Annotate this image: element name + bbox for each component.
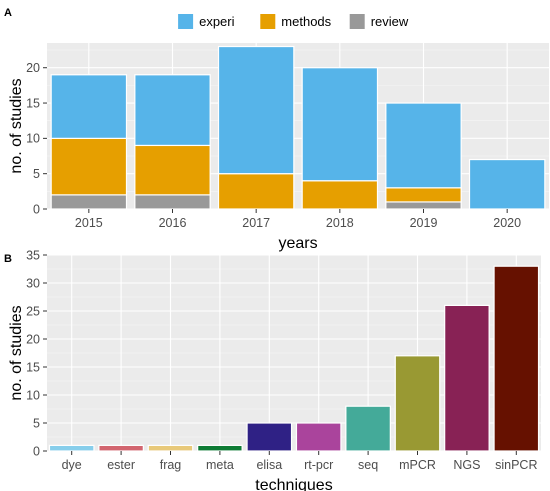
y-tick-label: 20 (26, 332, 40, 346)
panel-a-legend: experi methods review (178, 14, 409, 29)
y-tick-label: 0 (33, 444, 40, 458)
x-tick-label-elisa: elisa (256, 458, 282, 472)
panel-b-tag: B (4, 253, 12, 265)
bar-meta (197, 444, 243, 452)
panel-b-bars (48, 265, 540, 452)
legend-swatch-experi (178, 14, 194, 29)
y-tick-label: 10 (26, 132, 40, 146)
panel-b-y-axis-title: no. of studies (8, 305, 25, 400)
panel-a-bars (50, 45, 546, 210)
x-tick-label-mpcr: mPCR (399, 458, 436, 472)
legend-label-review: review (371, 14, 409, 29)
y-tick-label: 20 (26, 61, 40, 75)
x-tick-label-2017: 2017 (242, 216, 270, 230)
y-tick-label: 35 (26, 248, 40, 262)
bar-methods-2017 (217, 173, 295, 210)
y-tick-label: 0 (33, 202, 40, 216)
x-tick-label-2019: 2019 (410, 216, 438, 230)
bar-experi-2016 (134, 74, 211, 147)
bar-experi-2018 (301, 67, 379, 182)
x-tick-label-2020: 2020 (493, 216, 521, 230)
bar-experi-2020 (468, 158, 546, 210)
x-tick-label-ester: ester (107, 458, 135, 472)
y-tick-label: 25 (26, 304, 40, 318)
y-tick-label: 15 (26, 96, 40, 110)
bar-rt-pcr (295, 422, 342, 452)
x-tick-label-rt-pcr: rt-pcr (304, 458, 333, 472)
legend-label-experi: experi (199, 14, 235, 29)
bar-dye (48, 444, 95, 452)
y-tick-label: 5 (33, 416, 40, 430)
bar-experi-2019 (385, 102, 462, 189)
panel-b-x-axis-title: techniques (255, 477, 332, 491)
bar-methods-2018 (301, 180, 379, 210)
x-tick-label-sinpcr: sinPCR (495, 458, 537, 472)
panel-b-x-axis: dye ester frag meta elisa rt-pcr seq mPCR NGS sin… (62, 451, 537, 472)
bar-review-2019 (385, 201, 462, 210)
y-tick-label: 10 (26, 388, 40, 402)
bar-methods-2015 (50, 137, 128, 196)
panel-a-y-axis: 0 5 10 15 20 (26, 61, 47, 216)
bar-elisa (246, 422, 293, 452)
x-tick-label-2016: 2016 (159, 216, 187, 230)
bar-ester (98, 444, 144, 452)
y-tick-label: 5 (33, 167, 40, 181)
bar-seq (345, 405, 391, 452)
bar-review-2015 (50, 194, 128, 210)
panel-a-x-axis-title: years (278, 235, 317, 252)
panel-a-x-axis: 2015 2016 2017 2018 2019 2020 (75, 209, 521, 230)
y-tick-label: 30 (26, 276, 40, 290)
x-tick-label-ngs: NGS (453, 458, 480, 472)
bar-experi-2015 (50, 74, 128, 139)
bar-ngs (444, 304, 490, 452)
panel-b-chart: B 0 5 10 15 20 25 30 35 dye ester frag meta elisa rt… (4, 248, 541, 491)
panel-a-plot-area (47, 43, 549, 209)
bar-review-2016 (134, 194, 211, 210)
x-tick-label-meta: meta (206, 458, 234, 472)
bar-experi-2017 (217, 45, 295, 175)
bar-sinpcr (493, 265, 540, 452)
x-tick-label-2018: 2018 (326, 216, 354, 230)
x-tick-label-2015: 2015 (75, 216, 103, 230)
legend-swatch-review (349, 14, 365, 29)
panel-a-y-axis-title: no. of studies (8, 78, 25, 173)
panel-a-tag: A (4, 7, 12, 19)
legend-swatch-methods (260, 14, 276, 29)
x-tick-label-frag: frag (160, 458, 182, 472)
y-tick-label: 15 (26, 360, 40, 374)
bar-methods-2016 (134, 144, 211, 196)
x-tick-label-seq: seq (358, 458, 378, 472)
x-tick-label-dye: dye (62, 458, 82, 472)
legend-label-methods: methods (281, 14, 331, 29)
bar-methods-2019 (385, 187, 462, 203)
bar-mpcr (394, 355, 441, 452)
panel-b-y-axis: 0 5 10 15 20 25 30 35 (26, 248, 47, 458)
bar-frag (147, 444, 194, 452)
